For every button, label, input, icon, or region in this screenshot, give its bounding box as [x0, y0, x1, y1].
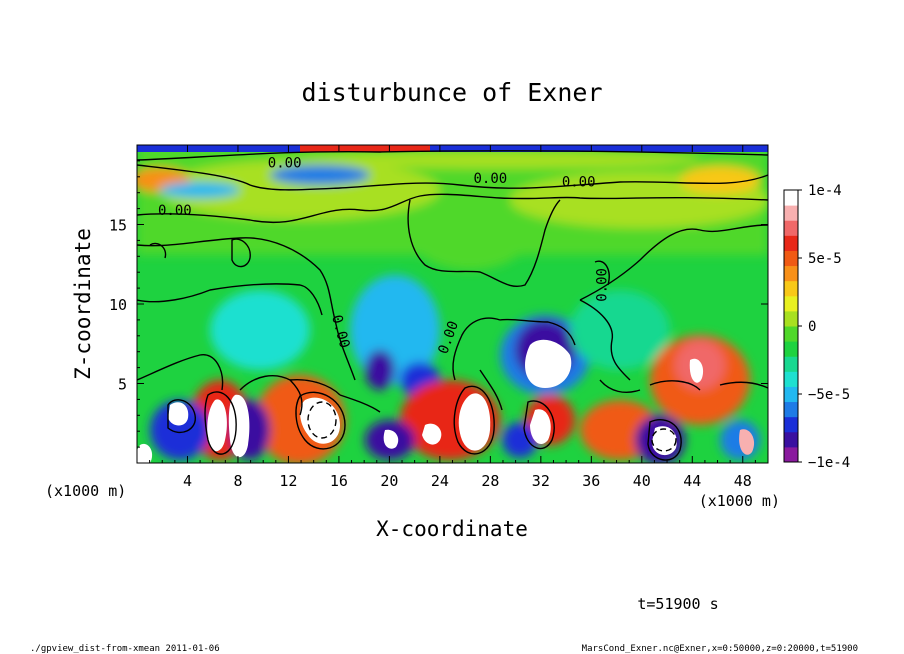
y-axis-label: Z-coordinate — [71, 228, 95, 380]
x-tick-label: 8 — [233, 472, 242, 490]
colorbar-tick-label: 0 — [808, 319, 816, 335]
dashed-contours — [307, 401, 677, 452]
x-tick-label: 36 — [582, 472, 600, 490]
y-unit-label: (x1000 m) — [45, 482, 126, 500]
x-axis-label: X-coordinate — [376, 517, 528, 541]
colorbar-swatch — [784, 371, 798, 387]
time-label: t=51900 s — [637, 595, 718, 613]
y-ticks: 5 10 15 — [109, 160, 768, 448]
x-tick-label: 32 — [532, 472, 550, 490]
x-tick-label: 44 — [683, 472, 701, 490]
contour-label: 0.00 — [158, 203, 192, 219]
footer-left: ./gpview_dist-from-xmean 2011-01-06 — [30, 644, 220, 654]
plot-area: 0.000.00 0.000.000.00 0.000.00 — [137, 145, 768, 463]
colorbar-swatch — [784, 431, 798, 448]
colorbar-swatch — [784, 326, 798, 342]
x-tick-label: 40 — [633, 472, 651, 490]
colorbar-swatch — [784, 356, 798, 372]
colorbar-swatch — [784, 386, 798, 403]
colorbar-swatch — [784, 310, 798, 327]
x-tick-label: 20 — [380, 472, 398, 490]
contour-label: 0.00 — [562, 174, 596, 190]
colorbar-swatch — [784, 205, 798, 221]
chart-title: disturbunce of Exner — [301, 78, 602, 107]
contour-label: 0.00 — [474, 171, 508, 187]
colorbar-swatch — [784, 250, 798, 267]
colorbar-swatch — [784, 446, 798, 463]
contour-lines — [137, 150, 768, 461]
y-tick-label: 15 — [109, 217, 127, 235]
x-tick-label: 16 — [330, 472, 348, 490]
colorbar: 1e-4 5e-5 0 −5e-5 −1e-4 — [783, 183, 850, 471]
y-tick-label: 5 — [118, 376, 127, 394]
colorbar-swatch — [784, 190, 798, 206]
contour-label: 0.00 — [594, 268, 610, 302]
colorbar-swatch — [784, 280, 798, 297]
colorbar-swatch — [784, 341, 798, 357]
footer-right: MarsCond_Exner.nc@Exner,x=0:50000,z=0:20… — [582, 644, 858, 654]
colorbar-swatch — [784, 265, 798, 282]
colorbar-swatch — [784, 220, 798, 236]
x-tick-label: 24 — [431, 472, 449, 490]
colorbar-swatch — [784, 295, 798, 312]
colorbar-swatch — [784, 235, 798, 251]
colorbar-swatch — [784, 401, 798, 418]
y-tick-label: 10 — [109, 296, 127, 314]
colorbar-tick-label: −1e-4 — [808, 455, 850, 471]
colorbar-swatch — [784, 416, 798, 433]
x-tick-label: 28 — [481, 472, 499, 490]
colorbar-tick-label: 5e-5 — [808, 251, 842, 267]
x-tick-label: 12 — [279, 472, 297, 490]
x-ticks: 4 8 12 16 20 24 28 32 36 40 44 48 — [149, 145, 756, 490]
x-tick-label: 4 — [183, 472, 192, 490]
contour-label: 0.00 — [268, 155, 302, 171]
colorbar-tick-label: −5e-5 — [808, 387, 850, 403]
x-unit-label: (x1000 m) — [699, 492, 780, 510]
x-tick-label: 48 — [734, 472, 752, 490]
colorbar-tick-label: 1e-4 — [808, 183, 842, 199]
